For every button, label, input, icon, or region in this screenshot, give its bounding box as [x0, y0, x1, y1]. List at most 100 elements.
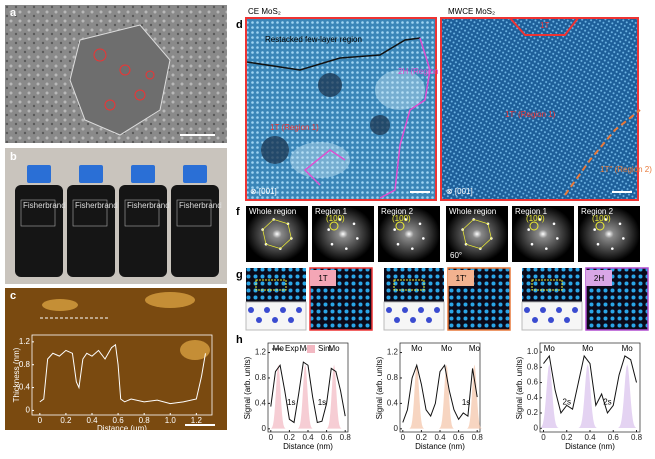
sim-peak — [270, 364, 286, 429]
fft-spot — [404, 218, 407, 221]
fft-image — [246, 206, 308, 262]
x-tick-label: 0.8 — [139, 416, 151, 425]
atom — [564, 317, 570, 323]
x-tick-label: 0.4 — [302, 433, 314, 442]
x-tick-label: 0.6 — [453, 433, 465, 442]
bottle-label — [72, 199, 108, 227]
fft-image — [378, 206, 440, 262]
highlight-box — [531, 279, 563, 291]
peak-label: Mo — [582, 344, 594, 353]
atom — [402, 307, 408, 313]
x-tick-label: 0.8 — [631, 433, 643, 442]
y-tick-label: 0.6 — [527, 378, 539, 387]
fft-spot — [552, 222, 556, 226]
sim-peak — [326, 364, 342, 429]
x-tick-label: 0.4 — [86, 416, 98, 425]
spot-label: (100) — [592, 214, 611, 223]
peak-label: Mo — [328, 344, 340, 353]
legend-swatch — [307, 345, 315, 353]
x-tick-label: 0.6 — [608, 433, 620, 442]
fft-spot — [530, 242, 534, 246]
fft-spot — [393, 228, 396, 231]
fft-spot — [327, 228, 330, 231]
y-tick-label: 1.2 — [19, 337, 31, 346]
region-label: 1T — [540, 21, 549, 30]
x-tick-label: 0.2 — [416, 433, 428, 442]
region-label: 1T′′ (Region 2) — [600, 165, 652, 174]
x-tick-label: 0.8 — [340, 433, 352, 442]
bottle — [67, 185, 115, 277]
x-tick-label: 0 — [38, 416, 43, 425]
peak-label: 1s — [287, 398, 295, 407]
y-tick-label: 0.8 — [19, 360, 31, 369]
plot-frame — [31, 334, 213, 416]
lattice-model — [383, 301, 445, 331]
panel-title: CE MoS₂ — [248, 7, 281, 16]
atom — [410, 317, 416, 323]
peak-label: 1s — [462, 398, 470, 407]
sim-peak — [578, 364, 597, 428]
panel-label: g — [236, 269, 243, 281]
tile-label: Whole region — [449, 207, 496, 216]
y-axis-label: Signal (arb. units) — [375, 356, 384, 419]
panel-label: a — [10, 7, 17, 19]
bottle — [15, 185, 63, 277]
panel-label: d — [236, 19, 243, 31]
plot-frame — [399, 342, 481, 433]
peak-label: 2s — [603, 398, 611, 407]
sim-peak — [466, 364, 482, 429]
atom — [556, 307, 562, 313]
atom — [524, 307, 530, 313]
profile-curve — [39, 343, 206, 405]
fft-spot — [345, 247, 348, 250]
y-tick-label: 0.4 — [255, 399, 267, 408]
x-axis-label: Distance (nm) — [283, 442, 333, 451]
sim-peak — [297, 364, 313, 429]
y-tick-label: 0.8 — [255, 373, 267, 382]
atom — [532, 317, 538, 323]
bottle — [171, 185, 219, 277]
fft-spot — [593, 228, 596, 231]
highlight-box — [393, 279, 425, 291]
y-tick-label: 1.2 — [255, 348, 267, 357]
y-tick-label: 0.8 — [387, 373, 399, 382]
lattice-model — [245, 301, 307, 331]
tile-label: Region 1 — [315, 207, 348, 216]
fft-spot — [356, 237, 359, 240]
x-tick-label: 0.2 — [284, 433, 296, 442]
fft-spot — [556, 237, 559, 240]
phase-label: 1T — [318, 274, 327, 283]
spot-label: (100) — [392, 214, 411, 223]
atom — [548, 317, 554, 323]
y-axis-label: Signal (arb. units) — [515, 356, 524, 419]
x-axis-label: Distance (μm) — [97, 424, 147, 433]
atom — [572, 307, 578, 313]
angle-label: 60° — [450, 251, 462, 260]
x-tick-label: 0.4 — [584, 433, 596, 442]
fft-image — [446, 206, 508, 262]
y-tick-label: 0 — [262, 424, 267, 433]
atom — [434, 307, 440, 313]
region-label: 2H (Region 2) — [398, 67, 448, 76]
y-axis-label: Thickness (nm) — [12, 347, 21, 402]
fft-spot — [538, 218, 541, 221]
tile-label: Whole region — [249, 207, 296, 216]
fft-spot — [352, 222, 356, 226]
fft-spot — [338, 218, 341, 221]
y-tick-label: 0 — [26, 406, 31, 415]
lattice-model — [521, 301, 583, 331]
x-tick-label: 0.6 — [113, 416, 125, 425]
fft-spot — [596, 242, 600, 246]
fft-image — [512, 206, 574, 262]
sim-peak — [439, 364, 454, 429]
spot-marker — [529, 221, 539, 231]
x-tick-label: 1.2 — [191, 416, 203, 425]
y-tick-label: 0.4 — [527, 393, 539, 402]
bottle-label — [176, 199, 212, 227]
fft-spot — [418, 222, 422, 226]
bottle-cap — [183, 165, 207, 183]
profile-curve — [543, 354, 637, 415]
profile-curve — [270, 361, 346, 424]
x-tick-label: 0.4 — [434, 433, 446, 442]
